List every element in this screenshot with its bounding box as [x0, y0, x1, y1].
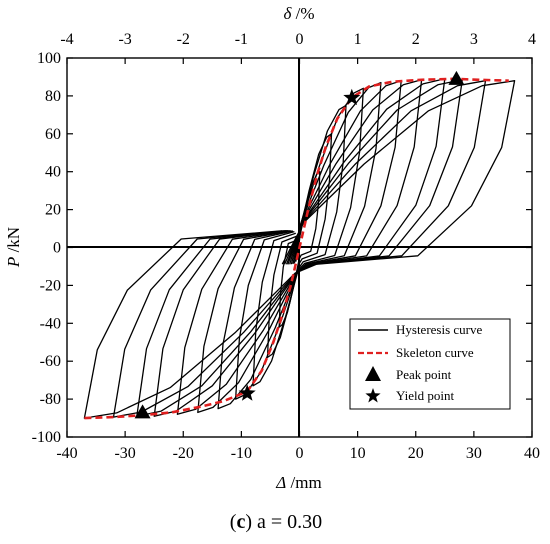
- legend-label-peak: Peak point: [396, 367, 452, 382]
- x-axis-label: Δ /mm: [275, 473, 321, 492]
- figure-caption: (c) a = 0.30: [230, 511, 322, 533]
- y-axis-label: P /kN: [4, 227, 23, 268]
- legend-label-hysteresis: Hysteresis curve: [396, 322, 483, 337]
- hysteresis-loop: [197, 80, 402, 414]
- legend-label-skeleton: Skeleton curve: [396, 345, 474, 360]
- skeleton-curve-line: [84, 77, 509, 420]
- x-tick-label: 30: [466, 445, 482, 462]
- hysteresis-loop: [112, 80, 487, 418]
- x-axis-unit: /mm: [286, 473, 321, 492]
- x2-tick-label: -3: [118, 31, 131, 48]
- caption-letter: c: [236, 511, 245, 533]
- x2-axis-unit: /%: [291, 4, 314, 23]
- x-tick-label: 40: [524, 445, 540, 462]
- hysteresis-loop: [217, 81, 382, 410]
- x2-tick-label: 3: [470, 31, 478, 48]
- x2-tick-label: 1: [354, 31, 362, 48]
- legend-triangle-icon: [365, 366, 381, 381]
- x-tick-label: 20: [408, 445, 424, 462]
- y-axis-unit: /kN: [4, 227, 23, 257]
- hysteresis-loop: [266, 133, 333, 359]
- hysteresis-loop: [136, 79, 463, 417]
- markers-group: [134, 70, 465, 419]
- ticks-group: [66, 57, 533, 438]
- y-axis-symbol: P: [4, 257, 23, 268]
- hysteresis-loop: [252, 104, 347, 387]
- legend-label-yield: Yield point: [396, 388, 455, 403]
- hysteresis-loop: [176, 79, 423, 415]
- caption-prefix: (: [230, 511, 237, 533]
- x-tick-label: -30: [114, 445, 135, 462]
- x2-axis-symbol: δ: [283, 4, 292, 23]
- x2-tick-label: 4: [528, 31, 536, 48]
- hysteresis-loops: [83, 78, 516, 419]
- caption-suffix: ) a = 0.30: [245, 511, 322, 533]
- peak-point-marker: [134, 404, 151, 419]
- legend-star-icon: [365, 388, 381, 403]
- x2-tick-label: -4: [60, 31, 73, 48]
- y-tick-label: 60: [45, 126, 61, 143]
- x2-tick-label: -2: [177, 31, 190, 48]
- x-tick-label: -20: [173, 445, 194, 462]
- y-tick-label: -40: [40, 315, 61, 332]
- x2-tick-label: -1: [235, 31, 248, 48]
- skeleton-curve: [84, 77, 509, 420]
- y-tick-label: 100: [37, 50, 61, 67]
- peak-point-marker: [448, 70, 465, 85]
- x-tick-label: -10: [231, 445, 252, 462]
- tick-labels-group: -40 -30 -20 -10 0 10 20 30 40-4 -3 -2 -1 0 1 2 3 4-100-8…: [32, 31, 540, 462]
- legend: Hysteresis curve Skeleton curve Peak poi…: [349, 318, 511, 410]
- y-tick-label: 20: [45, 202, 61, 219]
- x-tick-label: 0: [296, 445, 304, 462]
- y-tick-label: -60: [40, 353, 61, 370]
- y-tick-label: -80: [40, 391, 61, 408]
- x2-tick-label: 0: [296, 31, 304, 48]
- yield-point-marker: [343, 88, 361, 106]
- hysteresis-loop: [83, 80, 516, 419]
- x-tick-label: 10: [350, 445, 366, 462]
- y-tick-label: 80: [45, 88, 61, 105]
- yield-point-marker: [238, 384, 256, 401]
- x2-axis-label: δ /%: [283, 4, 314, 23]
- x-axis-symbol: Δ: [275, 473, 286, 492]
- y-tick-label: -100: [32, 429, 61, 446]
- y-tick-label: 0: [53, 240, 61, 257]
- y-tick-label: -20: [40, 277, 61, 294]
- x2-tick-label: 2: [412, 31, 420, 48]
- y-tick-label: 40: [45, 164, 61, 181]
- x-tick-label: -40: [56, 445, 77, 462]
